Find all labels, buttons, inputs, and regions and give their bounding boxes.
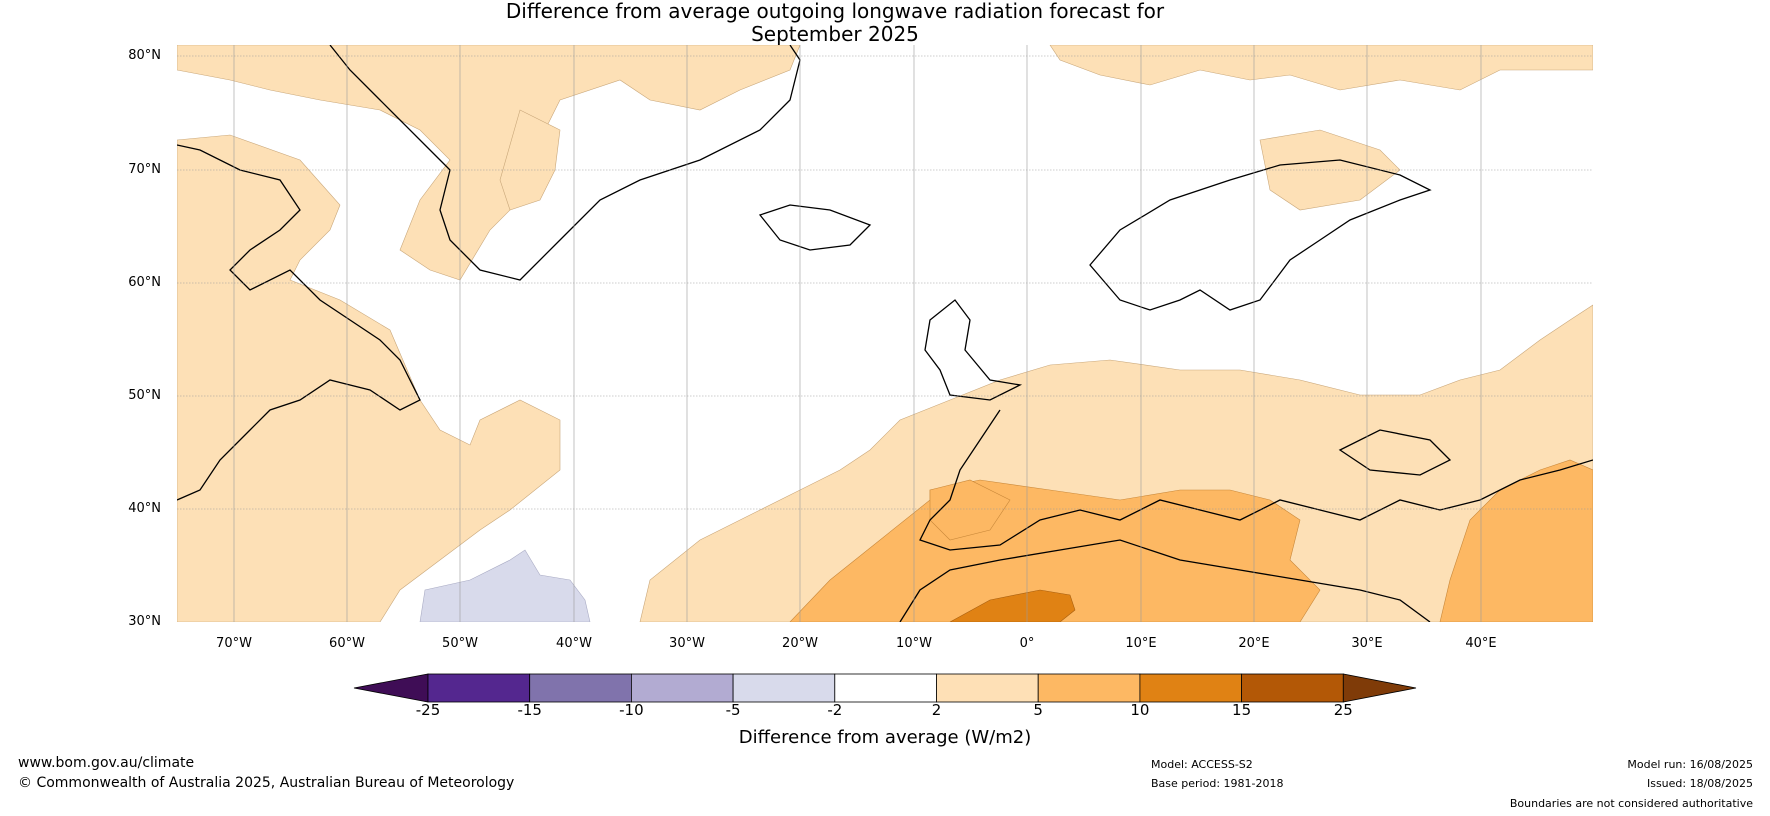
map-area [177,45,1593,622]
coast-canada [177,144,421,501]
coast-iceland [758,204,872,251]
footer-website: www.bom.gov.au/climate [18,755,195,771]
colorbar-bin-1 [427,673,531,703]
lon-label-0: 0° [1019,636,1035,651]
colorbar-tick: 25 [1333,701,1353,719]
lon-label-10w: 10°W [896,636,932,651]
lat-label-70n: 70°N [128,162,161,177]
colorbar-title: Difference from average (W/m2) [738,727,1032,748]
lon-label-70w: 70°W [216,636,252,651]
title-line-1: Difference from average outgoing longwav… [505,0,1165,23]
colorbar-bin-3 [631,673,734,703]
lon-label-20e: 20°E [1238,636,1270,651]
coast-greenland [329,45,801,281]
colorbar-extend-low [353,673,429,703]
footer-model: Model: ACCESS-S2 [1151,758,1253,771]
colorbar-extend-high [1342,673,1417,703]
colorbar-tick: 10 [1130,701,1150,719]
colorbar-bin-6 [936,673,1039,703]
title-line-2: September 2025 [751,22,919,46]
footer-base-period: Base period: 1981-2018 [1151,777,1284,790]
colorbar-bin-8 [1139,673,1243,703]
anomaly-region-dark-orange-sahara [949,589,1076,622]
colorbar-tick: -5 [725,701,741,719]
colorbar-tick: -25 [415,701,441,719]
lat-label-50n: 50°N [128,388,161,403]
colorbar-bin-7 [1037,673,1141,703]
colorbar-bin-4 [732,673,836,703]
coast-north-africa [899,539,1431,622]
coast-scandinavia [1089,159,1432,311]
colorbar-bin-9 [1241,673,1344,703]
lon-label-60w: 60°W [329,636,365,651]
lat-label-80n: 80°N [128,48,161,63]
anomaly-region-medium-orange-middle-east [1439,459,1593,622]
lon-label-40e: 40°E [1465,636,1497,651]
colorbar-tick: 15 [1232,701,1252,719]
coastlines [177,45,1593,622]
gridlines [177,45,1593,622]
colorbar-tick: 5 [1033,701,1043,719]
coast-black-sea [1338,429,1452,476]
lon-label-30e: 30°E [1351,636,1383,651]
lat-label-30n: 30°N [128,614,161,629]
footer-copyright: © Commonwealth of Australia 2025, Austra… [18,775,515,791]
lon-label-20w: 20°W [782,636,818,651]
colorbar-tick: -10 [619,701,644,719]
footer-disclaimer: Boundaries are not considered authoritat… [1509,797,1753,810]
lon-label-10e: 10°E [1125,636,1157,651]
colorbar-tick: 2 [931,701,942,719]
lat-label-40n: 40°N [128,501,161,516]
colorbar-bin-2 [529,673,632,703]
lon-label-50w: 50°W [442,636,478,651]
colorbar-tick: -2 [827,701,843,719]
colorbar [353,673,1417,703]
lat-label-60n: 60°N [128,275,161,290]
colorbar-bin-5 [834,673,937,703]
coast-british-isles [924,299,1023,401]
lon-label-40w: 40°W [556,636,592,651]
anomaly-region-light-orange-west [177,134,561,622]
anomaly-region-light-purple-atlantic [419,549,591,622]
anomaly-region-light-orange-greenland-east [499,109,561,211]
coast-europe-mainland [919,409,1593,551]
colorbar-tick: -15 [517,701,542,719]
footer-issued: Issued: 18/08/2025 [1646,777,1753,790]
chart-title: Difference from average outgoing longwav… [0,0,1770,46]
lon-label-30w: 30°W [669,636,705,651]
anomaly-region-light-orange-north [177,45,801,281]
footer-model-run: Model run: 16/08/2025 [1627,758,1753,771]
